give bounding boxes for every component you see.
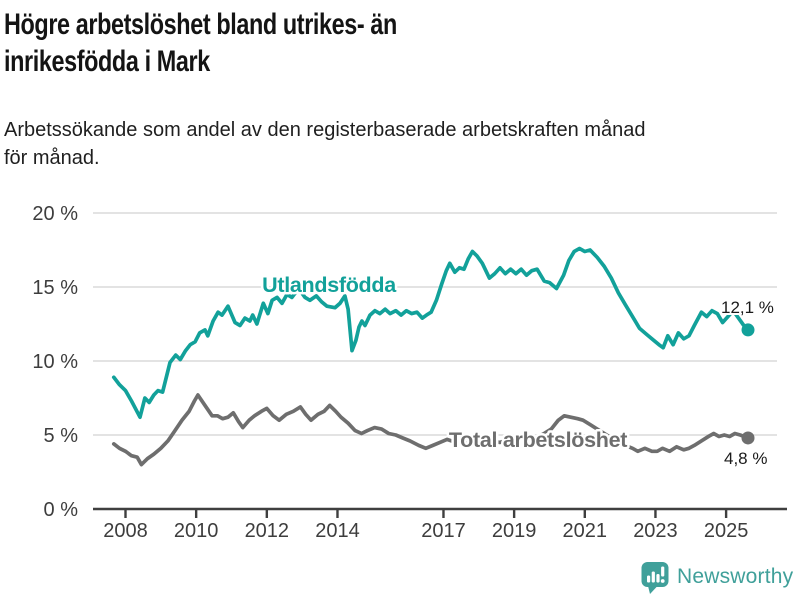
series-line-utlandsfodda <box>111 246 750 420</box>
newsworthy-logo-text: Newsworthy <box>677 565 794 588</box>
series-end-dot-total-arbetsloshet <box>741 431 755 445</box>
x-axis-tick-label: 2023 <box>633 520 678 542</box>
x-axis-tick-label: 2025 <box>704 520 749 542</box>
y-axis-tick-label: 5 % <box>44 425 79 447</box>
x-axis-tick-label: 2021 <box>563 520 608 542</box>
x-axis-tick-label: 2019 <box>492 520 537 542</box>
series-end-dot-utlandsfodda <box>741 323 755 337</box>
series-label-utlandsfodda: Utlandsfödda <box>262 273 397 297</box>
chart-bubble-icon <box>641 561 669 594</box>
series-end-value-total-arbetsloshet: 4,8 % <box>724 449 767 468</box>
x-axis-tick-label: 2014 <box>315 520 360 542</box>
series-line-total-arbetsloshet <box>111 393 750 467</box>
page-title: Högre arbetslöshet bland utrikes- än inr… <box>4 8 397 78</box>
x-axis-tick-label: 2008 <box>103 520 148 542</box>
newsworthy-logo: Newsworthy <box>640 558 793 596</box>
y-axis-tick-label: 10 % <box>32 351 78 373</box>
y-axis-tick-label: 20 % <box>32 203 78 225</box>
series-end-value-utlandsfodda: 12,1 % <box>721 298 774 317</box>
y-axis-tick-label: 0 % <box>44 499 79 521</box>
x-axis-tick-label: 2010 <box>174 520 219 542</box>
page-subtitle: Arbetssökande som andel av den registerb… <box>4 119 646 169</box>
x-axis-tick-label: 2012 <box>245 520 290 542</box>
series-label-total-arbetsloshet: Total arbetslöshet <box>449 428 627 452</box>
x-axis-tick-label: 2017 <box>421 520 466 542</box>
y-axis-tick-label: 15 % <box>32 277 78 299</box>
